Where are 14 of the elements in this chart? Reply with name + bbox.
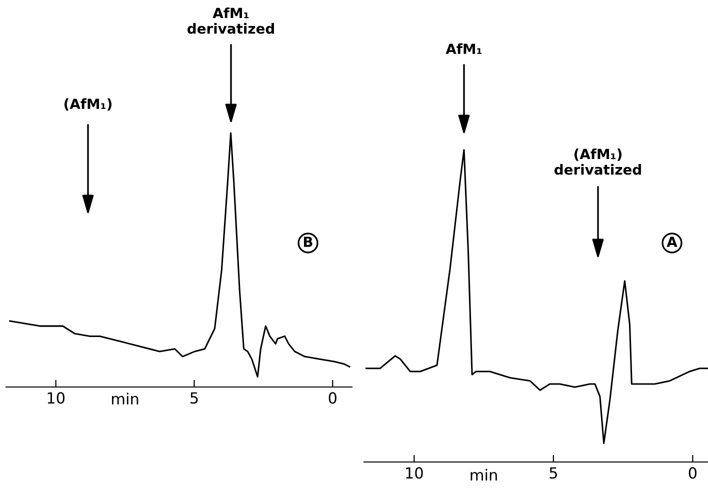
annotation: B [304, 236, 312, 247]
x-tick-label: 10 [48, 392, 65, 404]
annotation: (AfM₁) derivatized [554, 148, 641, 175]
x-tick-label: 5 [190, 392, 198, 404]
x-tick-label: 10 [406, 467, 423, 479]
x-axis-title: min [470, 468, 497, 481]
text: AfM₁ derivatized [188, 8, 274, 34]
annotation: A [666, 236, 678, 247]
text: (AfM₁) [64, 98, 112, 111]
x-tick-label: 0 [328, 392, 336, 404]
x-axis-title: min [112, 392, 138, 404]
x-tick-label: 0 [688, 467, 697, 479]
x-tick-label: 5 [550, 467, 557, 479]
text: AfM₁ [446, 43, 482, 54]
